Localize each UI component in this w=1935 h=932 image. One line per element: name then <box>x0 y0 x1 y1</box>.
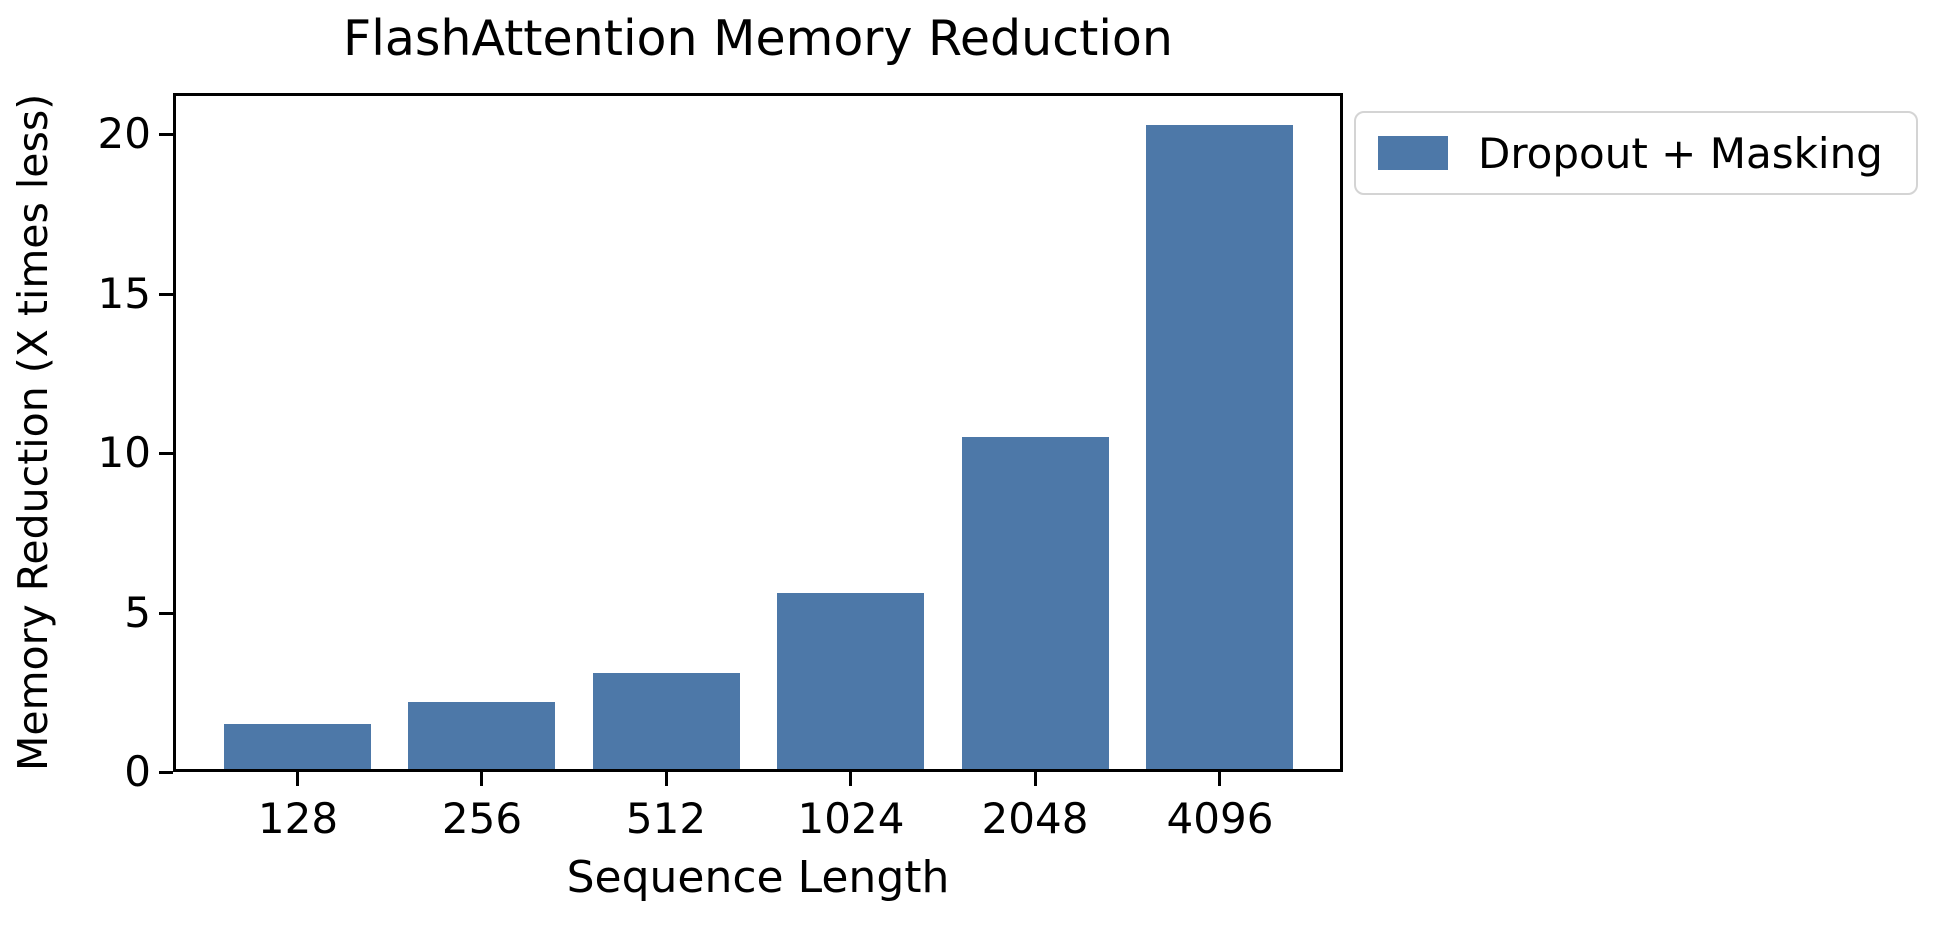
legend: Dropout + Masking <box>1354 111 1918 195</box>
x-tick-mark-4096 <box>1218 772 1221 786</box>
bar-1024 <box>777 593 924 772</box>
y-tick-mark-0 <box>159 771 173 774</box>
legend-label: Dropout + Masking <box>1478 128 1883 178</box>
bar-128 <box>224 724 371 772</box>
x-tick-mark-512 <box>665 772 668 786</box>
x-tick-label-2048: 2048 <box>981 794 1089 843</box>
bar-256 <box>408 702 555 772</box>
x-tick-mark-1024 <box>849 772 852 786</box>
bar-512 <box>593 673 740 772</box>
x-tick-label-1024: 1024 <box>797 794 905 843</box>
x-axis-label: Sequence Length <box>566 852 950 903</box>
y-tick-mark-20 <box>159 133 173 136</box>
y-tick-mark-5 <box>159 612 173 615</box>
x-tick-mark-2048 <box>1034 772 1037 786</box>
y-tick-label-5: 5 <box>124 588 151 637</box>
chart-title: FlashAttention Memory Reduction <box>343 10 1173 67</box>
x-tick-mark-128 <box>296 772 299 786</box>
x-tick-label-512: 512 <box>625 794 707 843</box>
plot-area <box>173 93 1343 772</box>
bar-4096 <box>1146 125 1293 772</box>
x-tick-label-128: 128 <box>257 794 339 843</box>
bar-2048 <box>962 437 1109 772</box>
x-tick-label-4096: 4096 <box>1166 794 1274 843</box>
y-tick-label-10: 10 <box>97 428 151 477</box>
x-tick-mark-256 <box>480 772 483 786</box>
y-tick-label-0: 0 <box>124 747 151 796</box>
x-tick-label-256: 256 <box>441 794 523 843</box>
y-tick-label-15: 15 <box>97 269 151 318</box>
y-tick-mark-10 <box>159 452 173 455</box>
y-tick-label-20: 20 <box>97 109 151 158</box>
y-tick-mark-15 <box>159 293 173 296</box>
legend-swatch <box>1378 136 1448 170</box>
